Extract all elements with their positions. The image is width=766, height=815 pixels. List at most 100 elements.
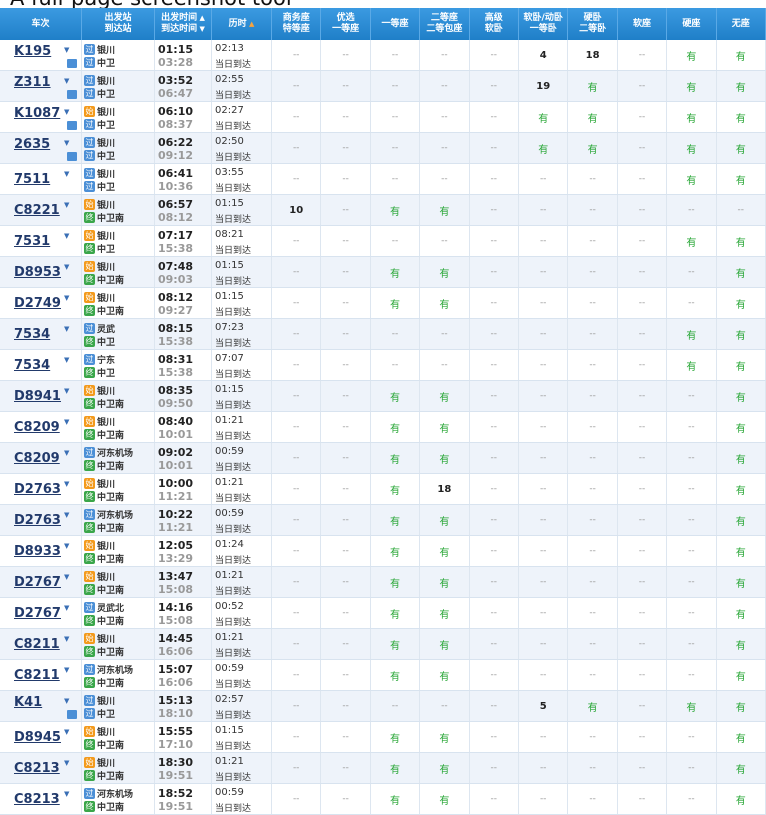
train-number[interactable]: K1087: [14, 106, 61, 121]
station-cell: 过河东机场终中卫南: [82, 443, 155, 473]
dropdown-arrow[interactable]: ▼: [64, 759, 70, 767]
seat-availability: 有: [686, 113, 697, 125]
station-tag: 始: [84, 292, 95, 303]
seat-availability: 有: [735, 640, 746, 652]
dropdown-arrow[interactable]: ▼: [64, 263, 70, 271]
dropdown-arrow[interactable]: ▼: [64, 542, 70, 550]
depart-time: 18:30: [158, 756, 194, 769]
train-number[interactable]: C8209: [14, 420, 60, 435]
dropdown-arrow[interactable]: ▼: [64, 139, 70, 147]
dropdown-arrow[interactable]: ▼: [64, 325, 70, 333]
seat-availability: --: [490, 81, 498, 91]
train-number[interactable]: D8933: [14, 544, 61, 559]
seat-cell: --: [568, 319, 618, 349]
train-number[interactable]: 7511: [14, 172, 51, 187]
seat-cell: --: [272, 288, 322, 318]
train-number[interactable]: K41: [14, 695, 43, 710]
depart-time: 06:41: [158, 167, 194, 180]
train-number[interactable]: 7534: [14, 358, 51, 373]
dropdown-arrow[interactable]: ▼: [64, 635, 70, 643]
dropdown-arrow[interactable]: ▼: [64, 46, 70, 54]
dropdown-arrow[interactable]: ▼: [64, 604, 70, 612]
dropdown-arrow[interactable]: ▼: [64, 573, 70, 581]
seat-cell: --: [519, 288, 569, 318]
station-tag: 始: [84, 230, 95, 241]
duration-cell: 02:55 当日到达: [212, 71, 272, 101]
seat-availability: --: [638, 763, 646, 773]
duration-cell: 01:21 当日到达: [212, 567, 272, 597]
train-number[interactable]: C8213: [14, 761, 60, 776]
train-number[interactable]: C8211: [14, 668, 60, 683]
train-number[interactable]: D2763: [14, 513, 61, 528]
seat-availability: --: [638, 670, 646, 680]
train-number[interactable]: C8209: [14, 451, 60, 466]
station-name: 中卫南: [97, 493, 125, 503]
train-number[interactable]: 2635: [14, 137, 51, 152]
dropdown-arrow[interactable]: ▼: [64, 666, 70, 674]
header-text: 到达时间: [161, 24, 198, 34]
train-number[interactable]: 7531: [14, 234, 51, 249]
seat-cell: --: [272, 319, 322, 349]
train-number[interactable]: Z311: [14, 75, 51, 90]
seat-availability: --: [688, 670, 695, 680]
dropdown-arrow[interactable]: ▼: [64, 77, 70, 85]
train-number[interactable]: D8941: [14, 389, 61, 404]
dropdown-arrow[interactable]: ▼: [64, 790, 70, 798]
train-number[interactable]: D2767: [14, 575, 61, 590]
seat-availability: --: [490, 763, 498, 773]
seat-availability: --: [342, 763, 349, 773]
header-cell[interactable]: 历时 ▲: [212, 8, 272, 40]
station-cell: 始银川终中卫南: [82, 629, 155, 659]
seat-availability: --: [490, 360, 498, 370]
seat-availability: --: [539, 484, 547, 494]
arrive-time: 10:36: [158, 180, 194, 193]
seat-cell: 有: [420, 412, 470, 442]
dropdown-arrow[interactable]: ▼: [64, 480, 70, 488]
dropdown-arrow[interactable]: ▼: [64, 728, 70, 736]
seat-cell: --: [470, 350, 519, 380]
train-number[interactable]: D2767: [14, 606, 61, 621]
dropdown-arrow[interactable]: ▼: [64, 201, 70, 209]
dropdown-arrow[interactable]: ▼: [64, 232, 70, 240]
dropdown-arrow[interactable]: ▼: [64, 511, 70, 519]
dropdown-arrow[interactable]: ▼: [64, 697, 70, 705]
train-number[interactable]: D2749: [14, 296, 61, 311]
station-name: 中卫南: [97, 214, 125, 224]
header-line: 软座: [633, 19, 651, 30]
dropdown-arrow[interactable]: ▼: [64, 170, 70, 178]
seat-cell: --: [272, 722, 322, 752]
station-tag: 过: [84, 88, 95, 99]
arrive-time: 18:10: [158, 707, 194, 720]
seat-cell: 有: [717, 629, 766, 659]
seat-cell: 有: [717, 133, 766, 163]
station-cell: 始银川终中卫南: [82, 195, 155, 225]
dropdown-arrow[interactable]: ▼: [64, 294, 70, 302]
train-number[interactable]: K195: [14, 44, 52, 59]
seat-availability: --: [589, 732, 596, 742]
dropdown-arrow[interactable]: ▼: [64, 356, 70, 364]
seat-availability: --: [342, 236, 349, 246]
arrival-day: 当日到达: [215, 680, 252, 690]
seat-availability: 有: [686, 144, 697, 156]
train-number[interactable]: C8221: [14, 203, 60, 218]
dropdown-arrow[interactable]: ▼: [64, 108, 70, 116]
duration-cell: 00:59 当日到达: [212, 443, 272, 473]
seat-availability: 有: [735, 237, 746, 249]
seat-cell: --: [321, 319, 371, 349]
dropdown-arrow[interactable]: ▼: [64, 387, 70, 395]
header-cell[interactable]: 出发时间 ▲ 到达时间 ▼: [155, 8, 212, 40]
seat-cell: 有: [371, 784, 421, 814]
train-number[interactable]: D8953: [14, 265, 61, 280]
train-number[interactable]: C8213: [14, 792, 60, 807]
train-number[interactable]: D8945: [14, 730, 61, 745]
station-tag: 过: [84, 150, 95, 161]
seat-cell: --: [618, 226, 668, 256]
seat-cell: --: [618, 505, 668, 535]
train-number[interactable]: C8211: [14, 637, 60, 652]
dropdown-arrow[interactable]: ▼: [64, 449, 70, 457]
train-number[interactable]: 7534: [14, 327, 51, 342]
dropdown-arrow[interactable]: ▼: [64, 418, 70, 426]
train-number[interactable]: D2763: [14, 482, 61, 497]
seat-cell: --: [667, 412, 717, 442]
station-tag: 终: [84, 801, 95, 812]
